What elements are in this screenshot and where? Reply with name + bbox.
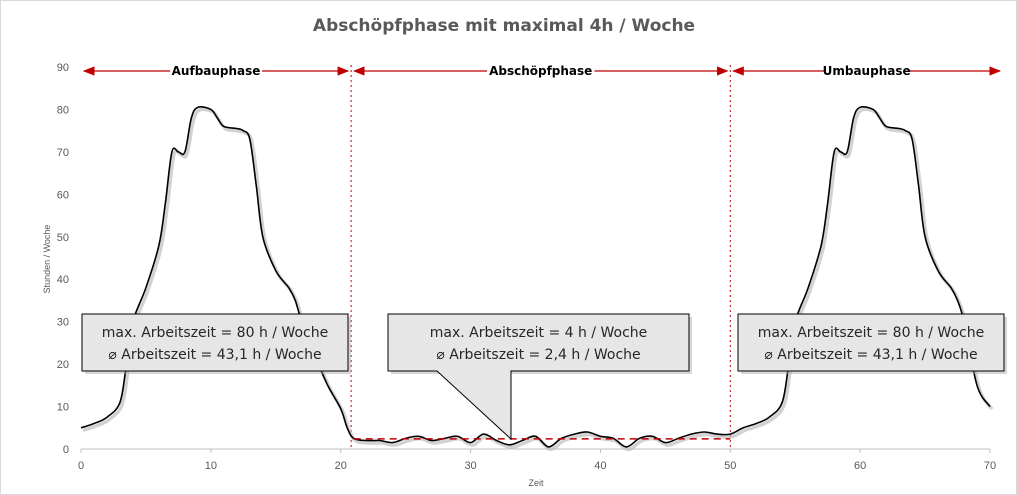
y-tick-label: 0 (63, 444, 69, 456)
callout-avg-text: ⌀ Arbeitszeit = 2,4 h / Woche (436, 347, 640, 363)
chart-title: Abschöpfphase mit maximal 4h / Woche (313, 16, 695, 36)
callout-box: max. Arbeitszeit = 4 h / Woche ⌀ Arbeitsz… (387, 313, 692, 441)
callout-avg-text: ⌀ Arbeitszeit = 43,1 h / Woche (764, 347, 977, 363)
x-tick-label: 20 (335, 460, 347, 472)
x-tick-label: 70 (984, 460, 996, 472)
phase-label: Aufbauphase (172, 64, 261, 78)
y-tick-label: 70 (57, 147, 69, 159)
y-tick-label: 20 (57, 359, 69, 371)
x-tick-label: 60 (854, 460, 866, 472)
callout-max-text: max. Arbeitszeit = 4 h / Woche (430, 325, 648, 341)
callouts: max. Arbeitszeit = 80 h / Woche ⌀ Arbeits… (81, 313, 1007, 441)
phase-label: Umbauphase (823, 64, 911, 78)
callout-body (81, 313, 349, 372)
axes: 0 10 20 30 40 50 60 70 80 90 0 10 20 30 40 50 60 70 (57, 62, 996, 472)
phase-label: Abschöpfphase (489, 64, 592, 78)
y-axis-label: Stunden / Woche (42, 225, 52, 294)
x-axis-label: Zeit (528, 478, 544, 488)
series-layer (80, 105, 994, 452)
callout-box: max. Arbeitszeit = 80 h / Woche ⌀ Arbeits… (81, 313, 351, 374)
series-shadow (82, 107, 994, 452)
phase-label-bg (170, 63, 262, 78)
x-tick-label: 40 (594, 460, 606, 472)
phase-label-bg (824, 63, 909, 78)
phase-label-bg (486, 63, 595, 78)
y-tick-label: 50 (57, 232, 69, 244)
y-tick-label: 90 (57, 62, 69, 74)
x-tick-label: 30 (464, 460, 476, 472)
phase-annotations: Aufbauphase Abschöpfphase Umbauphase (82, 63, 1002, 449)
series-line (80, 105, 991, 448)
x-tick-label: 10 (205, 460, 217, 472)
y-tick-label: 10 (57, 402, 69, 414)
callout-max-text: max. Arbeitszeit = 80 h / Woche (758, 325, 984, 341)
y-tick-label: 30 (57, 317, 69, 329)
callout-max-text: max. Arbeitszeit = 80 h / Woche (102, 325, 328, 341)
callout-avg-text: ⌀ Arbeitszeit = 43,1 h / Woche (108, 347, 321, 363)
callout-body (737, 313, 1005, 372)
y-tick-label: 60 (57, 189, 69, 201)
callout-body (387, 313, 690, 441)
x-tick-label: 50 (724, 460, 736, 472)
x-tick-label: 0 (78, 460, 84, 472)
callout-box: max. Arbeitszeit = 80 h / Woche ⌀ Arbeits… (737, 313, 1007, 374)
y-tick-label: 80 (57, 104, 69, 116)
y-tick-label: 40 (57, 274, 69, 286)
